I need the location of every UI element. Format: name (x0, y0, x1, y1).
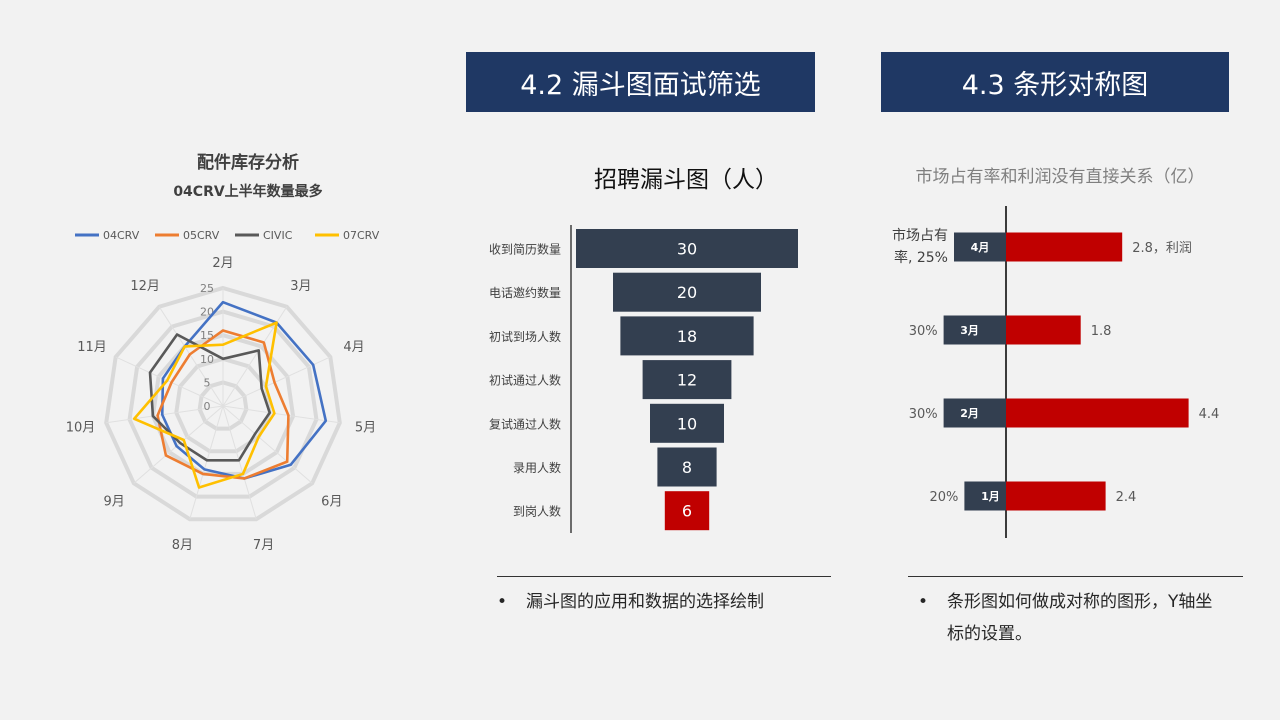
bar-right-value-label: 4.4 (1199, 407, 1220, 422)
radar-tick-label: 15 (200, 329, 214, 342)
bar-left-value-label: 30% (909, 407, 938, 422)
radar-category-label: 7月 (253, 538, 274, 553)
funnel-bar (657, 447, 717, 487)
radar-chart-title: 配件库存分析 (197, 153, 299, 173)
legend-label-04crv: 04CRV (103, 229, 140, 242)
bar-category-label: 3月 (960, 324, 979, 337)
funnel-value-label: 6 (682, 502, 692, 521)
radar-tick-label: 25 (200, 282, 214, 295)
funnel-bar (650, 403, 724, 443)
section-header-funnel: 4.2 漏斗图面试筛选 (466, 52, 815, 112)
funnel-chart-title: 招聘漏斗图（人） (594, 167, 778, 193)
bar-category-label: 4月 (971, 241, 990, 254)
bar-right (1006, 481, 1106, 511)
bar-chart-title: 市场占有率和利润没有直接关系（亿） (915, 167, 1205, 187)
funnel-bar (664, 491, 710, 531)
bullet-dot: • (918, 592, 929, 612)
radar-spoke (106, 405, 224, 424)
bar-right-value-label: 2.4 (1116, 490, 1137, 505)
radar-grid-ring (104, 285, 342, 522)
bar-left-value-label: 20% (929, 490, 958, 505)
radar-category-label: 9月 (104, 494, 125, 509)
funnel-bar (620, 316, 754, 356)
bar-left-value-label: 率, 25% (894, 249, 948, 266)
bullet-dot: • (497, 592, 508, 612)
radar-grid-ring (197, 380, 249, 431)
radar-spoke (189, 405, 224, 520)
radar-chart: 05101520252月3月4月5月6月7月8月9月10月11月12月04CRV… (66, 229, 380, 553)
radar-tick-label: 5 (204, 376, 211, 389)
radar-category-label: 6月 (321, 494, 342, 509)
funnel-value-label: 12 (677, 371, 697, 390)
bar-right-value-label: 2.8，利润 (1132, 241, 1192, 256)
funnel-bar (613, 272, 761, 312)
bar-left (954, 232, 1006, 262)
funnel-category-label: 电话邀约数量 (489, 285, 561, 300)
radar-spoke (222, 405, 340, 424)
bar-left (964, 481, 1006, 511)
radar-series-civic (148, 333, 272, 462)
funnel-category-label: 初试通过人数 (489, 373, 561, 388)
bar-category-label: 2月 (960, 407, 979, 420)
funnel-bar (576, 229, 798, 268)
section-header-bar: 4.3 条形对称图 (881, 52, 1229, 112)
radar-grid-ring (127, 309, 319, 499)
funnel-value-label: 20 (677, 283, 697, 302)
radar-category-label: 4月 (343, 340, 364, 355)
radar-category-label: 3月 (290, 279, 311, 294)
radar-chart-subtitle: 04CRV上半年数量最多 (173, 184, 323, 200)
bar-left-value-label: 市场占有 (892, 227, 948, 244)
funnel-chart: 30 收到简历数量 20 电话邀约数量 18 初试到场人数 12 初试通过人数 10 复试通过人数… (489, 225, 798, 533)
radar-series-05crv (156, 329, 290, 480)
bar-right (1006, 315, 1081, 345)
bar-right (1006, 398, 1189, 428)
bar-left-value-label: 30% (909, 324, 938, 339)
radar-grid-ring (174, 356, 272, 454)
symmetric-bar-chart: 4月 市场占有率, 25% 2.8，利润 3月 30% 1.8 2月 30% 4.4 1月 20% 2… (892, 206, 1220, 538)
funnel-value-label: 10 (677, 414, 697, 433)
radar-tick-label: 0 (204, 400, 211, 413)
radar-category-label: 2月 (212, 256, 233, 271)
radar-category-label: 8月 (172, 538, 193, 553)
radar-spoke (115, 356, 224, 407)
funnel-category-label: 收到简历数量 (489, 242, 561, 257)
divider-funnel (497, 576, 831, 577)
bar-right (1006, 232, 1123, 262)
legend-label-07crv: 07CRV (343, 229, 380, 242)
bar-left (943, 398, 1006, 428)
bullet-funnel-text: 漏斗图的应用和数据的选择绘制 (526, 592, 764, 612)
funnel-category-label: 复试通过人数 (489, 416, 561, 431)
legend-label-05crv: 05CRV (183, 229, 220, 242)
radar-category-label: 11月 (77, 340, 107, 355)
bar-left (943, 315, 1006, 345)
divider-bar (908, 576, 1243, 577)
bullet-bar: • 条形图如何做成对称的图形，Y轴坐标的设置。 (918, 586, 1228, 650)
radar-spoke (222, 405, 313, 484)
radar-category-label: 5月 (355, 420, 376, 435)
bullet-funnel: • 漏斗图的应用和数据的选择绘制 (497, 586, 831, 618)
radar-tick-label: 10 (200, 353, 214, 366)
radar-series-07crv (132, 321, 278, 489)
funnel-category-label: 录用人数 (513, 460, 561, 475)
funnel-category-label: 初试到场人数 (489, 329, 561, 344)
radar-spoke (158, 306, 224, 407)
funnel-category-label: 到岗人数 (513, 504, 561, 519)
radar-category-label: 12月 (130, 279, 160, 294)
bar-right-value-label: 1.8 (1091, 324, 1112, 339)
funnel-bar (642, 360, 732, 400)
radar-series-04crv (160, 300, 328, 480)
bar-category-label: 1月 (981, 490, 1000, 503)
radar-category-label: 10月 (66, 420, 96, 435)
radar-spoke (222, 405, 257, 520)
radar-spoke (133, 405, 224, 484)
funnel-value-label: 18 (677, 327, 697, 346)
funnel-value-label: 8 (682, 458, 692, 477)
bullet-bar-text: 条形图如何做成对称的图形，Y轴坐标的设置。 (947, 592, 1213, 644)
legend-label-civic: CIVIC (263, 229, 293, 242)
funnel-value-label: 30 (677, 240, 697, 259)
